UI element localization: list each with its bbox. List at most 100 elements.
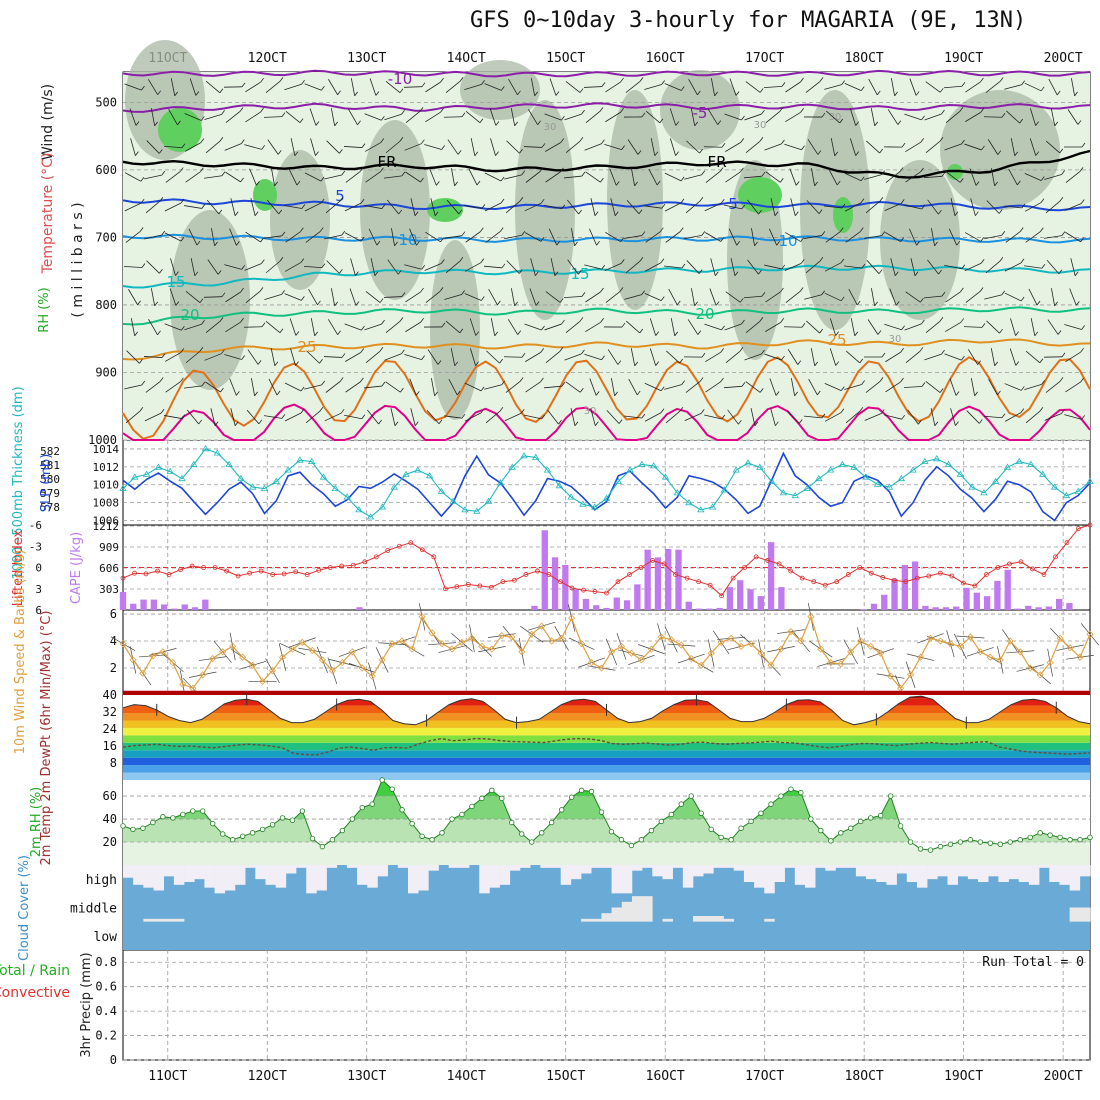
thickness-point (190, 460, 198, 467)
wind-barb-flag (821, 231, 826, 236)
wind-barb-flag (861, 263, 866, 269)
wind-barb (164, 415, 182, 419)
wind-barb (488, 288, 498, 306)
wind-barb (624, 294, 642, 300)
wind-barb-flag (540, 237, 545, 242)
wind-barb (284, 293, 302, 301)
rh2m-point (469, 803, 475, 810)
wind-barb-flag (899, 167, 904, 172)
wind-barb-flag (1061, 352, 1066, 358)
wind-barb-flag (141, 263, 146, 268)
wind-barb (124, 172, 142, 182)
wind-barb-flag (420, 317, 424, 323)
wind-barb (744, 175, 762, 179)
cape-bar (891, 578, 898, 610)
wind-barb-flag (740, 167, 744, 173)
wind-barb (345, 381, 361, 393)
wind-barb (330, 108, 336, 126)
cape-bar (747, 589, 754, 610)
wind10m-point (727, 634, 735, 642)
wind-barb-flag (980, 77, 984, 83)
wind-barb (649, 348, 657, 366)
wind-barb-flag (556, 240, 561, 246)
wind-barb (585, 171, 601, 183)
wind-barb-flag (374, 271, 379, 277)
wind-barb (1045, 140, 1061, 154)
wind10m-point (607, 648, 616, 656)
thickness-point (673, 489, 682, 496)
wind-barb-flag (480, 386, 485, 392)
wind-barb-flag (1081, 415, 1086, 420)
wind-barb-flag (401, 171, 406, 177)
wind-barb (350, 78, 356, 96)
rh2m-point (419, 833, 425, 839)
pressure-tick-label: 900 (95, 365, 117, 379)
thickness-point (614, 477, 623, 484)
rh2m-tick-label: 20 (103, 835, 117, 849)
wind-barb-flag (534, 91, 538, 97)
wind-barb-flag (401, 110, 405, 115)
cloud-high-clear (346, 865, 358, 868)
wind-barb (504, 174, 522, 180)
wind-barb-flag (380, 167, 384, 173)
wind-barb-flag (317, 300, 321, 306)
wind-barb-flag (900, 237, 905, 242)
wind-barb (185, 291, 201, 303)
wind-barb (784, 143, 802, 151)
wind-barb-flag (378, 419, 382, 425)
wind-barb (390, 408, 396, 426)
wind-barb-flag (361, 414, 366, 419)
wind10m-point (986, 653, 994, 661)
cape-bar (963, 587, 970, 610)
wind10m-point (1046, 659, 1054, 667)
wind-barb-flag (541, 143, 546, 148)
wind-barb-flag (897, 120, 902, 125)
rh2m-point (269, 822, 276, 828)
wind-barb-flag (1054, 301, 1058, 307)
wind-barb-flag (699, 148, 703, 154)
wind-barb-flag (459, 328, 464, 334)
wind-barb (207, 259, 219, 275)
wind-barb-flag (561, 115, 565, 121)
wind-barb-flag (999, 256, 1004, 262)
cape-bar (695, 608, 703, 610)
wind-barb (508, 78, 518, 96)
rh-region-mid (515, 100, 575, 320)
cloud-high-clear (204, 865, 215, 888)
wind-barb-flag (399, 317, 404, 322)
wind-barb-flag (818, 209, 823, 214)
thickness-point (508, 463, 516, 470)
wind-barb-flag (539, 167, 544, 172)
lifted-index-point (753, 554, 759, 560)
wind-barb (584, 264, 602, 270)
wind-barb-flag (481, 204, 486, 209)
wind-barb-flag (157, 330, 161, 336)
lifted-index-point (604, 590, 609, 596)
wind10m-point (926, 634, 935, 642)
slp-tick-label: 1006 (93, 515, 120, 528)
wind-barb (1004, 412, 1022, 422)
wind-barb (386, 199, 400, 215)
wind-barb (950, 198, 956, 216)
rh2m-point (598, 809, 605, 815)
wind-barb (128, 289, 138, 305)
wind-barb (583, 86, 603, 88)
wind-barb (263, 116, 283, 118)
thickness-tick-label: 582 (40, 445, 60, 458)
thickness-point (803, 484, 811, 492)
wind-barb-flag (260, 237, 264, 243)
wind-barb-flag (821, 112, 826, 118)
wind-barb (824, 383, 842, 391)
wind-barb (785, 291, 801, 303)
rh2m-point (678, 801, 684, 807)
rh2m-point (170, 815, 176, 821)
wind-barb (910, 258, 916, 276)
wind-barb-flag (394, 421, 399, 427)
wind-barb-flag (497, 300, 501, 306)
wind-barb (829, 318, 837, 336)
wind-barb (824, 205, 842, 209)
wind-barb-flag (219, 317, 224, 322)
wind-barb-flag (181, 143, 186, 148)
wind-barb-flag (800, 77, 804, 83)
cloud-middle-clear (601, 913, 612, 922)
